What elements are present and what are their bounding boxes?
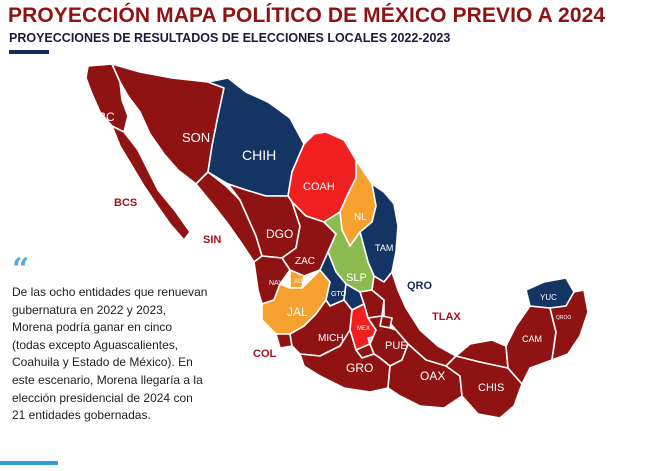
state-qroo[interactable] (549, 289, 589, 361)
state-bcs[interactable] (111, 125, 191, 241)
bottom-accent-bar (0, 461, 58, 465)
label-chis: CHIS (478, 382, 504, 394)
label-coah: COAH (303, 181, 335, 193)
quote-icon: “ (12, 252, 30, 287)
subtitle-underline (9, 50, 49, 54)
label-yuc: YUC (540, 293, 557, 302)
label-pue: PUE (385, 340, 408, 352)
label-sin: SIN (203, 234, 221, 246)
label-bc: BC (98, 110, 115, 124)
label-col: COL (253, 348, 277, 360)
label-gto: GTO (331, 291, 347, 298)
label-slp: SLP (346, 272, 367, 284)
state-gro[interactable] (299, 329, 391, 393)
label-jal: JAL (287, 305, 308, 319)
label-qro: QRO (407, 280, 433, 292)
label-nay: NAY (269, 280, 283, 287)
label-chih: CHIH (242, 147, 276, 163)
state-chih[interactable] (207, 77, 305, 197)
label-son: SON (182, 130, 210, 145)
page-subtitle: PROYECCIONES DE RESULTADOS DE ELECCIONES… (9, 31, 451, 45)
quote-text: De las ocho entidades que renuevan guber… (12, 285, 208, 423)
label-gro: GRO (346, 361, 373, 375)
label-cam: CAM (522, 334, 542, 344)
page-title: PROYECCIÓN MAPA POLÍTICO DE MÉXICO PREVI… (8, 4, 606, 27)
label-ags: AGS (294, 279, 307, 285)
label-tam: TAM (375, 243, 393, 253)
state-zac[interactable] (281, 201, 337, 277)
label-qroo: QROO (556, 315, 571, 321)
label-oax: OAX (420, 369, 445, 383)
label-dgo: DGO (266, 227, 293, 241)
label-mex: MEX (357, 326, 370, 332)
label-bcs: BCS (114, 197, 137, 209)
label-tlax: TLAX (432, 311, 461, 323)
label-zac: ZAC (295, 256, 315, 267)
state-cam[interactable] (505, 305, 557, 385)
label-mich: MICH (318, 333, 344, 344)
label-nl: NL (354, 212, 367, 223)
